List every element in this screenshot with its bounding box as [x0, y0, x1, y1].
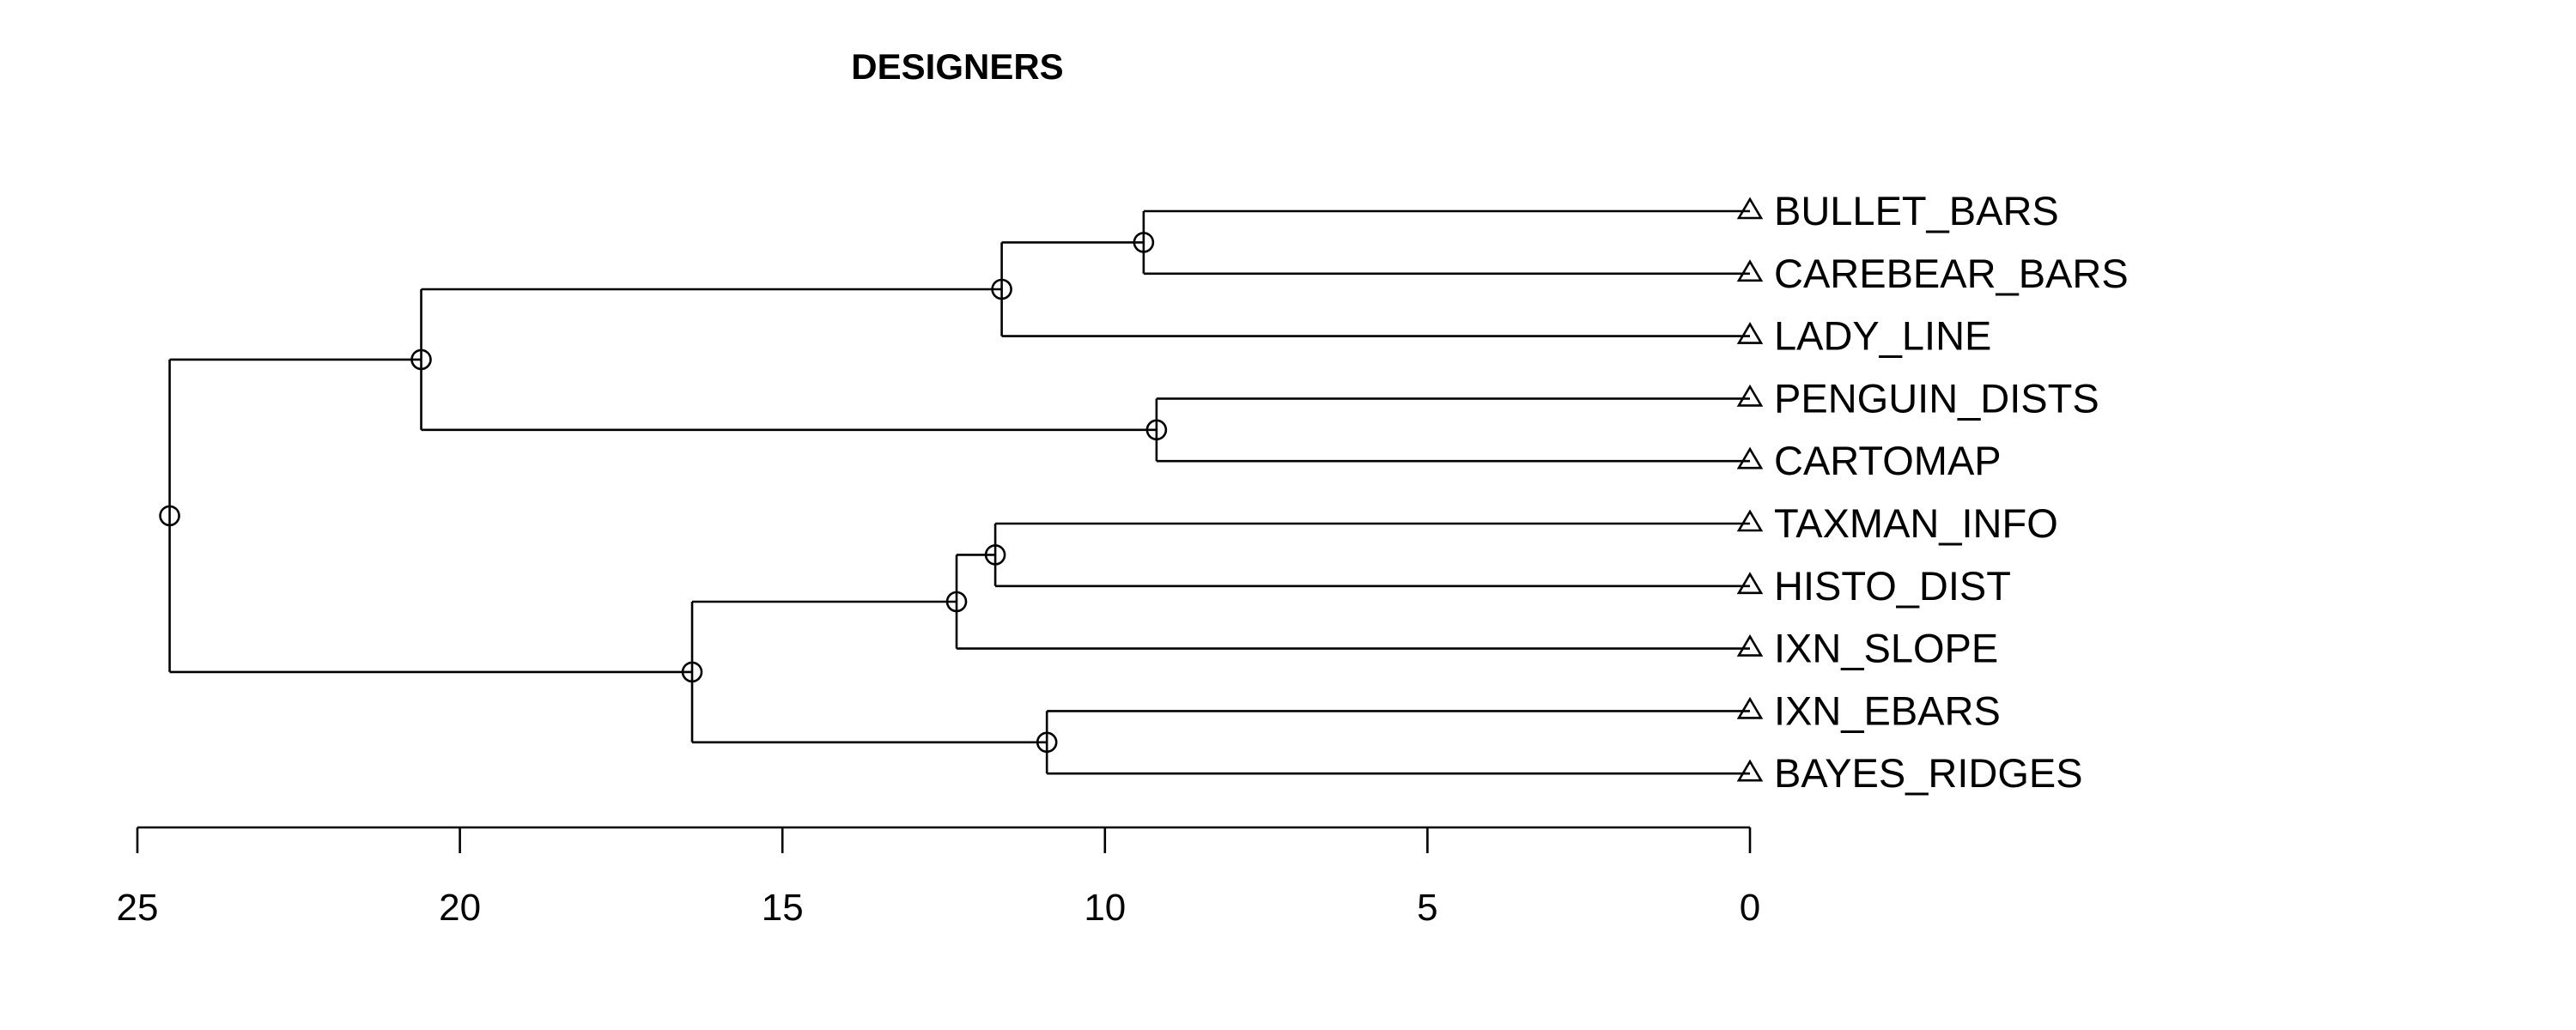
- tick-label: 20: [439, 887, 481, 929]
- leaf-label: IXN_SLOPE: [1774, 626, 1998, 671]
- leaf-triangle: [1736, 259, 1764, 282]
- leaf-label: BULLET_BARS: [1774, 188, 2059, 233]
- leaf-triangle: [1736, 322, 1764, 344]
- leaf-label: IXN_EBARS: [1774, 688, 2001, 733]
- dendrogram-branches: [168, 209, 1750, 775]
- merge-node-circle: [991, 278, 1012, 300]
- merge-node-circle: [984, 544, 1006, 566]
- leaf-triangle: [1736, 384, 1764, 407]
- dendrogram-nodes: [159, 232, 1168, 754]
- chart-title: DESIGNERS: [851, 46, 1063, 87]
- tick-label: 0: [1740, 887, 1760, 929]
- leaf-triangle: [1736, 634, 1764, 657]
- merge-node-circle: [410, 348, 432, 371]
- leaf-label: PENGUIN_DISTS: [1774, 375, 2099, 421]
- merge-node-circle: [159, 505, 180, 527]
- tick-label: 5: [1417, 887, 1437, 929]
- merge-node-circle: [1145, 419, 1168, 441]
- leaf-triangle: [1736, 509, 1764, 532]
- leaf-label: CAREBEAR_BARS: [1774, 251, 2129, 296]
- leaf-label: BAYES_RIDGES: [1774, 750, 2083, 796]
- leaf-label: LADY_LINE: [1774, 313, 1991, 359]
- x-axis: 25 20 15 10 5 0: [117, 826, 1760, 929]
- tick-label: 10: [1084, 887, 1126, 929]
- merge-node-circle: [681, 661, 703, 683]
- leaf-label: CARTOMAP: [1774, 438, 2002, 483]
- tick-label: 25: [117, 887, 159, 929]
- merge-node-circle: [1036, 731, 1058, 754]
- leaf-triangle: [1736, 572, 1764, 595]
- merge-node-circle: [945, 591, 968, 613]
- leaf-triangle: [1736, 446, 1764, 470]
- leaf-label: HISTO_DIST: [1774, 563, 2011, 609]
- leaf-triangle: [1736, 197, 1764, 220]
- tick-label: 15: [762, 887, 804, 929]
- leaf-triangle: [1736, 696, 1764, 719]
- leaf-labels: BULLET_BARS CAREBEAR_BARS LADY_LINE PENGUIN…: [1736, 188, 2129, 796]
- merge-node-circle: [1133, 232, 1155, 253]
- leaf-label: TAXMAN_INFO: [1774, 500, 2058, 546]
- leaf-triangle: [1736, 759, 1764, 782]
